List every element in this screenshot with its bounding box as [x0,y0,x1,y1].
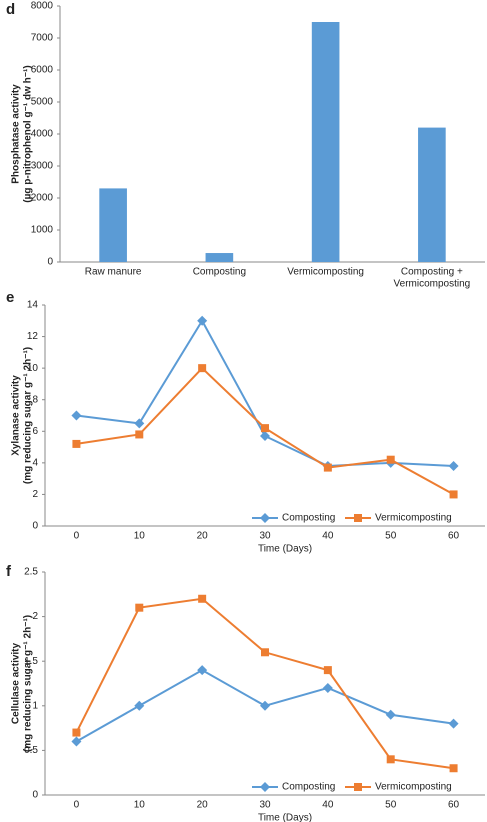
marker [198,364,207,373]
x-tick-label: 50 [385,800,397,811]
marker [197,315,208,326]
x-tick-label: 60 [448,531,460,542]
marker [260,513,270,523]
bar [418,127,446,262]
bar [99,188,127,262]
x-tick-label: 40 [322,800,334,811]
marker [134,418,145,429]
y-tick-label: 1 [32,700,38,711]
marker [386,755,395,764]
bar [205,253,234,262]
y-tick-label: 1000 [31,225,54,236]
x-tick-label: 20 [197,800,209,811]
y-tick-label: 0 [32,521,38,532]
marker [260,700,270,711]
marker [322,682,333,693]
x-tick-label: 40 [322,531,334,542]
legend-label: Vermicomposting [375,513,452,524]
marker [197,665,208,676]
marker [354,514,362,522]
marker [261,424,269,433]
y-axis-label: (µg p-nitrophenol g⁻¹ dw h⁻¹) [23,65,34,202]
x-tick-label: 30 [259,531,271,542]
x-tick-label: 50 [385,531,397,542]
marker [354,783,362,791]
marker [449,764,458,773]
y-axis-label: Xylanase activity [11,375,22,456]
y-tick-label: 0 [32,790,38,801]
marker [198,594,207,603]
y-axis-label: (mg reducing sugar g⁻¹ 2h⁻¹) [23,615,34,752]
x-tick-label: 20 [197,531,209,542]
y-tick-label: 6000 [31,65,54,76]
line [75,597,454,770]
y-tick-label: 8 [32,394,38,405]
marker [260,431,270,442]
line [76,318,454,468]
x-tick-label: Composting [193,267,246,278]
panel-label: d [6,1,15,18]
y-tick-label: 12 [27,331,39,342]
panel-label: f [6,563,12,580]
x-axis-label: Time (Days) [258,544,312,555]
y-tick-label: 6 [32,426,38,437]
y-tick-label: 2.5 [24,567,38,578]
x-axis-label: Time (Days) [258,813,312,822]
y-tick-label: 4000 [31,129,54,140]
marker [448,718,459,729]
y-tick-label: 8000 [31,1,54,12]
marker [260,782,270,792]
marker [134,700,145,711]
x-tick-label: Vermicomposting [394,279,471,290]
marker [135,430,144,439]
marker [385,709,396,720]
y-tick-label: 2 [32,489,38,500]
y-tick-label: 4 [32,457,38,468]
x-tick-label: 0 [74,800,80,811]
y-tick-label: 3000 [31,161,54,172]
marker [449,490,458,499]
y-axis-label: Cellulase activity [11,642,22,724]
panel-label: e [6,289,14,306]
y-tick-label: 5000 [31,97,54,108]
x-tick-label: 30 [259,800,271,811]
marker [72,439,81,448]
legend-label: Composting [282,782,335,793]
x-tick-label: 0 [74,531,80,542]
x-tick-label: Composting + [401,267,463,278]
y-tick-label: 7000 [31,33,54,44]
marker [323,463,332,472]
legend-label: Composting [282,513,335,524]
x-tick-label: Raw manure [85,267,142,278]
bar [311,22,340,262]
x-tick-label: 10 [134,800,146,811]
y-axis-label: Phosphatase activity [11,84,22,184]
marker [71,410,82,421]
y-tick-label: 0 [47,257,53,268]
y-tick-label: 0.5 [24,745,38,756]
x-tick-label: Vermicomposting [287,267,364,278]
marker [71,736,82,747]
y-tick-label: 2000 [31,193,54,204]
y-tick-label: 10 [27,363,39,374]
x-tick-label: 60 [448,800,460,811]
marker [72,728,81,737]
marker [448,461,459,472]
y-tick-label: 1.5 [24,656,38,667]
x-tick-label: 10 [134,531,146,542]
legend-label: Vermicomposting [375,782,452,793]
y-axis-label: (mg reducing sugar g⁻¹ 2h⁻¹) [23,347,34,484]
marker [261,648,269,657]
y-tick-label: 2 [32,611,38,622]
marker [135,603,144,612]
y-tick-label: 14 [27,300,39,311]
marker [323,666,332,675]
marker [386,455,395,464]
